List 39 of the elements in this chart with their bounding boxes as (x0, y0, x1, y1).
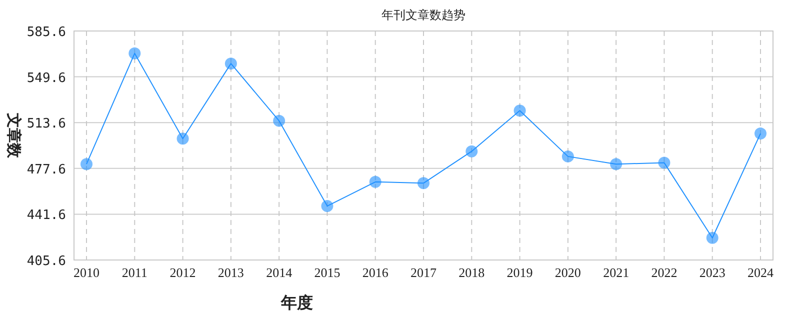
x-tick-label: 2013 (218, 265, 244, 280)
chart-title: 年刊文章数趋势 (382, 8, 466, 22)
y-tick-label: 549.6 (26, 70, 66, 86)
y-tick-label: 477.6 (26, 162, 66, 178)
point (514, 104, 526, 117)
point (176, 132, 189, 145)
point (466, 145, 478, 158)
point (610, 158, 622, 170)
x-tick-label: 2015 (314, 265, 340, 280)
x-axis-title: 年度 (280, 293, 313, 312)
y-axis-title: 文章数 (5, 112, 23, 159)
x-tick-label: 2020 (554, 265, 581, 280)
y-tick-label: 405.6 (26, 254, 66, 269)
x-tick-label: 2021 (603, 265, 630, 280)
x-tick-label: 2022 (651, 265, 678, 280)
point (80, 158, 92, 170)
x-tick-label: 2011 (122, 265, 148, 280)
point (128, 47, 141, 60)
point (418, 177, 430, 190)
x-tick-label: 2012 (170, 265, 196, 280)
point (321, 200, 334, 212)
x-tick-label: 2010 (74, 265, 100, 280)
point (706, 232, 718, 244)
x-tick-label: 2018 (458, 265, 485, 280)
x-tick-label: 2019 (506, 265, 533, 280)
x-tick-label: 2024 (748, 265, 774, 280)
point (658, 156, 670, 169)
point (224, 58, 237, 70)
point (273, 114, 286, 127)
x-tick-label: 2017 (410, 265, 437, 280)
x-tick-label: 2016 (362, 265, 389, 280)
x-tick-label: 2014 (266, 265, 293, 280)
point (754, 128, 766, 140)
point (369, 176, 382, 188)
x-tick-label: 2023 (699, 265, 726, 280)
y-tick-label: 441.6 (26, 208, 66, 224)
y-tick-label: 513.6 (26, 116, 66, 132)
point (562, 150, 574, 162)
y-tick-label: 585.6 (26, 25, 66, 40)
